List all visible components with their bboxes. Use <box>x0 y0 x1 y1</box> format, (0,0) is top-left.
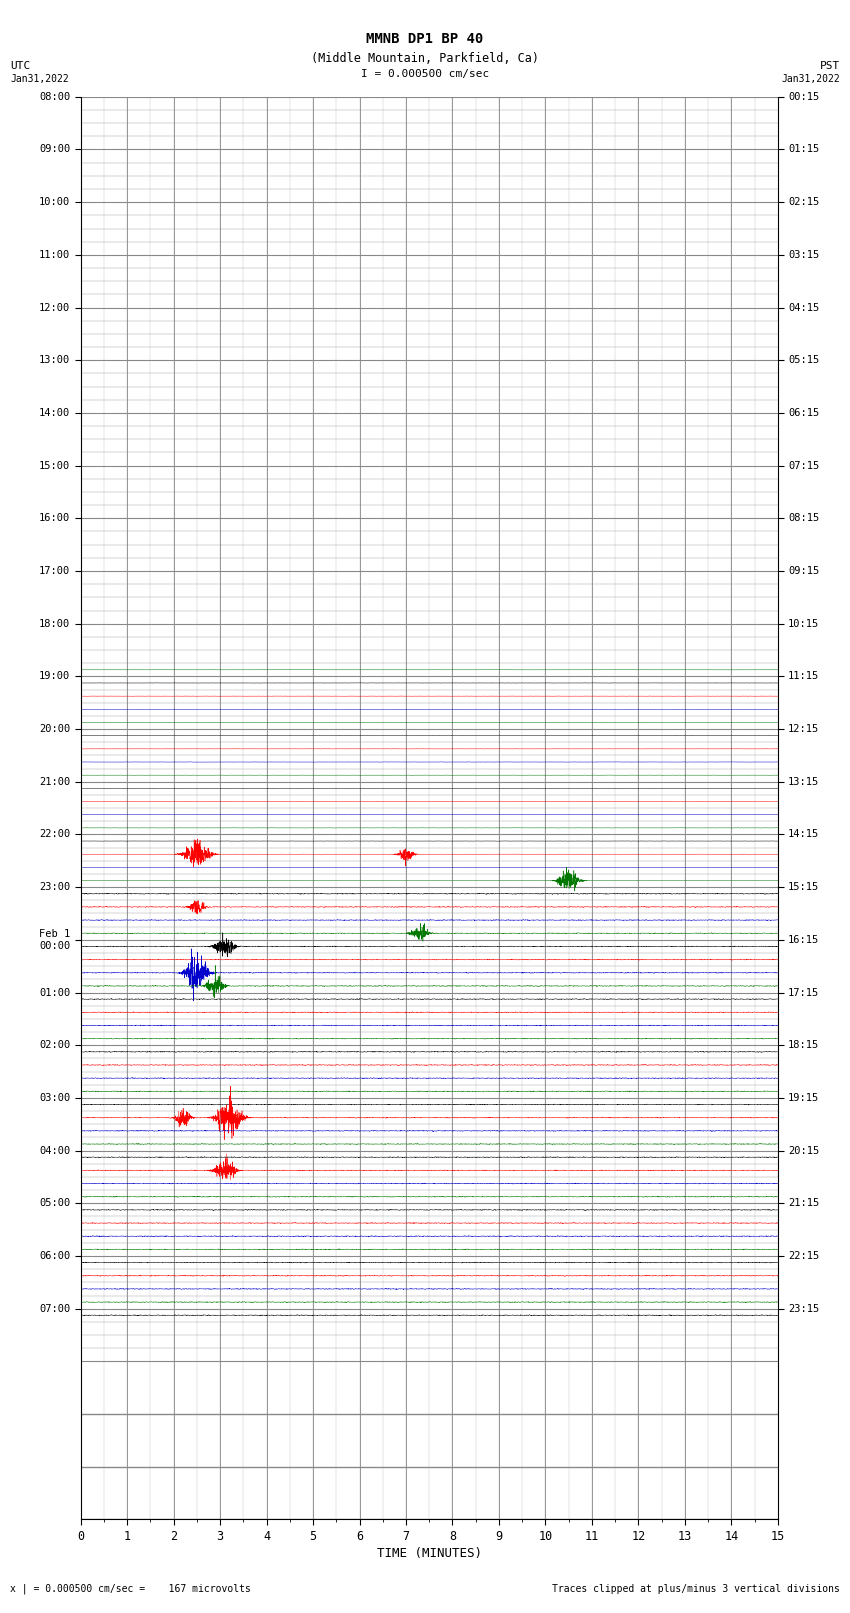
Text: MMNB DP1 BP 40: MMNB DP1 BP 40 <box>366 32 484 47</box>
Text: PST: PST <box>819 61 840 71</box>
Text: x | = 0.000500 cm/sec =    167 microvolts: x | = 0.000500 cm/sec = 167 microvolts <box>10 1582 251 1594</box>
Text: Jan31,2022: Jan31,2022 <box>10 74 69 84</box>
Text: (Middle Mountain, Parkfield, Ca): (Middle Mountain, Parkfield, Ca) <box>311 52 539 65</box>
Text: Jan31,2022: Jan31,2022 <box>781 74 840 84</box>
X-axis label: TIME (MINUTES): TIME (MINUTES) <box>377 1547 482 1560</box>
Text: UTC: UTC <box>10 61 31 71</box>
Text: I = 0.000500 cm/sec: I = 0.000500 cm/sec <box>361 69 489 79</box>
Text: Traces clipped at plus/minus 3 vertical divisions: Traces clipped at plus/minus 3 vertical … <box>552 1584 840 1594</box>
